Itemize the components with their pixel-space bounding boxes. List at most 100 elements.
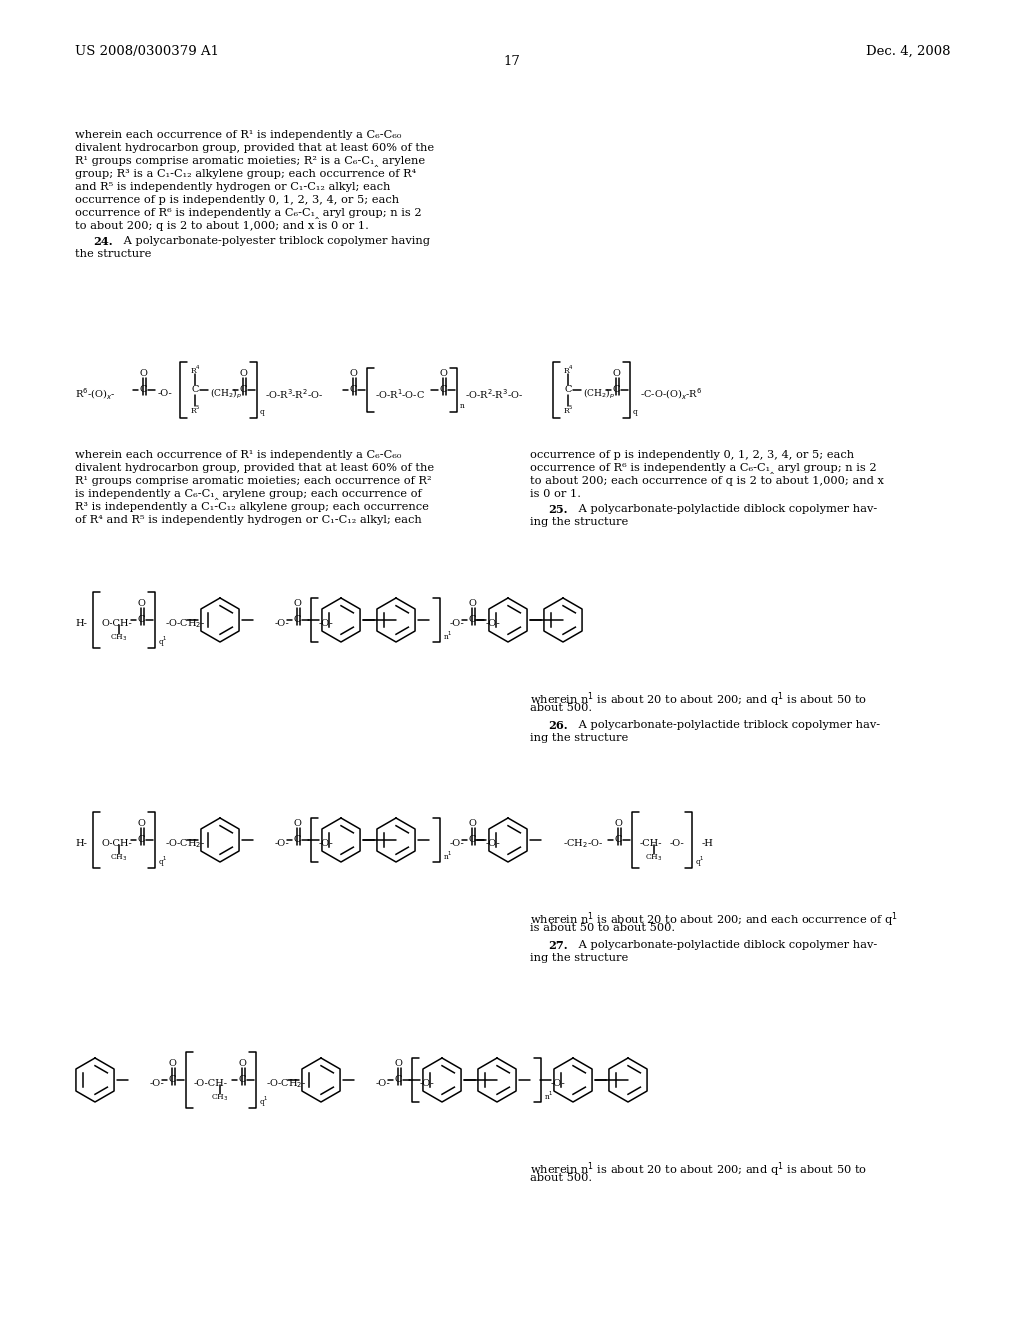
Text: C: C [439, 385, 446, 395]
Text: divalent hydrocarbon group, provided that at least 60% of the: divalent hydrocarbon group, provided tha… [75, 463, 434, 473]
Text: O-CH-: O-CH- [101, 619, 132, 628]
Text: C: C [191, 385, 199, 395]
Text: O: O [139, 370, 146, 379]
Text: -O-CH$_2$-: -O-CH$_2$- [266, 1077, 306, 1090]
Text: 24.: 24. [93, 236, 113, 247]
Text: occurrence of R⁶ is independently a C₆-C₁‸ aryl group; n is 2: occurrence of R⁶ is independently a C₆-C… [530, 463, 877, 474]
Text: C: C [239, 1076, 246, 1085]
Text: C: C [612, 385, 620, 395]
Text: O: O [238, 1060, 246, 1068]
Text: CH$_3$: CH$_3$ [111, 632, 128, 643]
Text: -O-: -O- [551, 1080, 565, 1089]
Text: C: C [468, 615, 476, 624]
Text: about 500.: about 500. [530, 704, 592, 713]
Text: -O-: -O- [486, 619, 501, 628]
Text: -O-R$^3$-R$^2$-O-: -O-R$^3$-R$^2$-O- [265, 387, 324, 401]
Text: wherein each occurrence of R¹ is independently a C₆-C₆₀: wherein each occurrence of R¹ is indepen… [75, 129, 401, 140]
Text: R$^6$-(O)$_x$-: R$^6$-(O)$_x$- [75, 387, 116, 401]
Text: C: C [293, 836, 301, 845]
Text: O: O [612, 370, 620, 379]
Text: wherein each occurrence of R¹ is independently a C₆-C₆₀: wherein each occurrence of R¹ is indepen… [75, 450, 401, 459]
Text: q: q [633, 408, 638, 416]
Text: -O-CH$_2$-: -O-CH$_2$- [165, 618, 205, 631]
Text: occurrence of p is independently 0, 1, 2, 3, 4, or 5; each: occurrence of p is independently 0, 1, 2… [75, 195, 399, 205]
Text: -O-: -O- [275, 840, 290, 849]
Text: C: C [614, 836, 622, 845]
Text: C: C [240, 385, 247, 395]
Text: O: O [293, 599, 301, 609]
Text: divalent hydrocarbon group, provided that at least 60% of the: divalent hydrocarbon group, provided tha… [75, 143, 434, 153]
Text: -O-: -O- [376, 1080, 391, 1089]
Text: O: O [468, 820, 476, 829]
Text: A polycarbonate-polylactide triblock copolymer hav-: A polycarbonate-polylactide triblock cop… [575, 719, 880, 730]
Text: O: O [239, 370, 247, 379]
Text: CH$_3$: CH$_3$ [111, 853, 128, 863]
Text: occurrence of R⁶ is independently a C₆-C₁‸ aryl group; n is 2: occurrence of R⁶ is independently a C₆-C… [75, 209, 422, 219]
Text: O: O [468, 599, 476, 609]
Text: occurrence of p is independently 0, 1, 2, 3, 4, or 5; each: occurrence of p is independently 0, 1, 2… [530, 450, 854, 459]
Text: q$^1$: q$^1$ [259, 1094, 269, 1109]
Text: n$^1$: n$^1$ [443, 630, 453, 643]
Text: q: q [260, 408, 265, 416]
Text: to about 200; each occurrence of q is 2 to about 1,000; and x: to about 200; each occurrence of q is 2 … [530, 477, 884, 486]
Text: wherein n$^1$ is about 20 to about 200; and q$^1$ is about 50 to: wherein n$^1$ is about 20 to about 200; … [530, 690, 867, 709]
Text: Dec. 4, 2008: Dec. 4, 2008 [865, 45, 950, 58]
Text: -C-O-(O)$_x$-R$^6$: -C-O-(O)$_x$-R$^6$ [640, 387, 702, 401]
Text: 17: 17 [504, 55, 520, 69]
Text: -O-: -O- [670, 840, 685, 849]
Text: is 0 or 1.: is 0 or 1. [530, 488, 581, 499]
Text: R³ is independently a C₁-C₁₂ alkylene group; each occurrence: R³ is independently a C₁-C₁₂ alkylene gr… [75, 502, 429, 512]
Text: R$^4$: R$^4$ [189, 364, 201, 376]
Text: O: O [293, 820, 301, 829]
Text: O: O [168, 1060, 176, 1068]
Text: CH$_3$: CH$_3$ [645, 853, 663, 863]
Text: C: C [137, 836, 144, 845]
Text: -O-R$^2$-R$^3$-O-: -O-R$^2$-R$^3$-O- [465, 387, 523, 401]
Text: (CH$_2$)$_p$: (CH$_2$)$_p$ [583, 387, 615, 401]
Text: wherein n$^1$ is about 20 to about 200; and each occurrence of q$^1$: wherein n$^1$ is about 20 to about 200; … [530, 909, 898, 928]
Text: C: C [293, 615, 301, 624]
Text: of R⁴ and R⁵ is independently hydrogen or C₁-C₁₂ alkyl; each: of R⁴ and R⁵ is independently hydrogen o… [75, 515, 422, 525]
Text: -O-: -O- [150, 1080, 165, 1089]
Text: group; R³ is a C₁-C₁₂ alkylene group; each occurrence of R⁴: group; R³ is a C₁-C₁₂ alkylene group; ea… [75, 169, 416, 180]
Text: O: O [439, 370, 446, 379]
Text: -O-: -O- [450, 840, 465, 849]
Text: -O-CH-: -O-CH- [194, 1080, 228, 1089]
Text: q$^1$: q$^1$ [695, 855, 705, 869]
Text: R$^5$: R$^5$ [562, 404, 573, 416]
Text: n: n [460, 403, 465, 411]
Text: and R⁵ is independently hydrogen or C₁-C₁₂ alkyl; each: and R⁵ is independently hydrogen or C₁-C… [75, 182, 390, 191]
Text: to about 200; q is 2 to about 1,000; and x is 0 or 1.: to about 200; q is 2 to about 1,000; and… [75, 220, 369, 231]
Text: C: C [349, 385, 356, 395]
Text: about 500.: about 500. [530, 1173, 592, 1183]
Text: 25.: 25. [548, 504, 567, 515]
Text: -CH$_2$-O-: -CH$_2$-O- [563, 838, 603, 850]
Text: n$^1$: n$^1$ [443, 850, 453, 862]
Text: O: O [349, 370, 357, 379]
Text: is independently a C₆-C₁‸ arylene group; each occurrence of: is independently a C₆-C₁‸ arylene group;… [75, 488, 422, 500]
Text: -O-: -O- [275, 619, 290, 628]
Text: -O-: -O- [450, 619, 465, 628]
Text: R¹ groups comprise aromatic moieties; R² is a C₆-C₁‸ arylene: R¹ groups comprise aromatic moieties; R²… [75, 156, 425, 168]
Text: CH$_3$: CH$_3$ [211, 1093, 228, 1104]
Text: H-: H- [75, 619, 87, 628]
Text: -O-R$^1$-O-C: -O-R$^1$-O-C [375, 387, 425, 401]
Text: -CH-: -CH- [640, 840, 663, 849]
Text: C: C [168, 1076, 176, 1085]
Text: -O-: -O- [319, 619, 334, 628]
Text: 26.: 26. [548, 719, 567, 731]
Text: q$^1$: q$^1$ [158, 635, 168, 649]
Text: C: C [468, 836, 476, 845]
Text: n$^1$: n$^1$ [544, 1090, 554, 1102]
Text: -H: -H [702, 840, 714, 849]
Text: O: O [394, 1060, 402, 1068]
Text: A polycarbonate-polylactide diblock copolymer hav-: A polycarbonate-polylactide diblock copo… [575, 504, 878, 513]
Text: is about 50 to about 500.: is about 50 to about 500. [530, 923, 675, 933]
Text: A polycarbonate-polylactide diblock copolymer hav-: A polycarbonate-polylactide diblock copo… [575, 940, 878, 950]
Text: C: C [139, 385, 146, 395]
Text: -O-: -O- [420, 1080, 435, 1089]
Text: H-: H- [75, 840, 87, 849]
Text: q$^1$: q$^1$ [158, 855, 168, 869]
Text: 27.: 27. [548, 940, 567, 950]
Text: O: O [614, 820, 622, 829]
